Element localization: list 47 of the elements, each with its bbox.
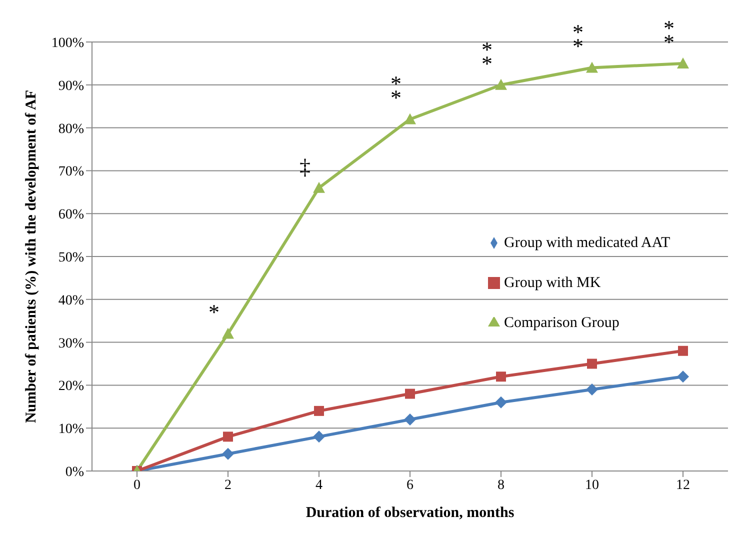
legend-label: Group with MK <box>504 275 601 291</box>
point <box>496 372 506 382</box>
x-tick-label: 2 <box>224 478 232 493</box>
legend-label: Group with medicated AAT <box>504 235 670 251</box>
point <box>404 113 416 124</box>
y-tick-label: 30% <box>58 336 84 352</box>
point <box>404 414 416 426</box>
annotation: ** <box>664 15 674 54</box>
x-tick-label: 4 <box>316 478 322 493</box>
annotation: ** <box>390 71 402 110</box>
point <box>222 328 234 339</box>
point <box>223 432 233 442</box>
x-tick-label: 0 <box>134 478 140 493</box>
point <box>677 370 689 383</box>
y-tick-label: 0% <box>65 464 84 480</box>
point <box>495 78 507 90</box>
point <box>313 182 325 193</box>
y-tick-label: 70% <box>58 164 84 180</box>
x-tick-label: 10 <box>585 478 599 493</box>
x-axis-title: Duration of observation, months <box>306 505 514 521</box>
y-tick-label: 60% <box>58 208 84 223</box>
point <box>586 62 598 73</box>
point <box>405 388 415 399</box>
x-tick-label: 8 <box>498 478 504 493</box>
point <box>678 346 688 356</box>
y-tick-label: 20% <box>58 379 84 394</box>
y-tick-label: 90% <box>58 78 84 94</box>
annotation: ** <box>572 20 584 59</box>
point <box>222 448 234 460</box>
point <box>314 406 324 416</box>
point <box>313 430 325 443</box>
y-axis-title: Number of patients (%) with the development of AF <box>23 90 40 424</box>
legend-label: Comparison Group <box>504 315 620 331</box>
annotation: ‡ <box>300 154 310 179</box>
y-tick-label: 80% <box>58 122 84 137</box>
y-tick-label: 40% <box>58 293 84 308</box>
y-tick-label: 10% <box>58 422 84 438</box>
point <box>495 396 507 408</box>
y-tick-label: 50% <box>58 250 84 266</box>
x-tick-label: 6 <box>406 478 414 493</box>
x-tick-label: 12 <box>676 478 690 493</box>
point <box>677 57 689 68</box>
annotation: * <box>208 300 220 325</box>
point <box>586 383 598 396</box>
annotation: ** <box>482 36 492 76</box>
y-tick-label: 100% <box>51 36 84 51</box>
point <box>587 358 597 369</box>
